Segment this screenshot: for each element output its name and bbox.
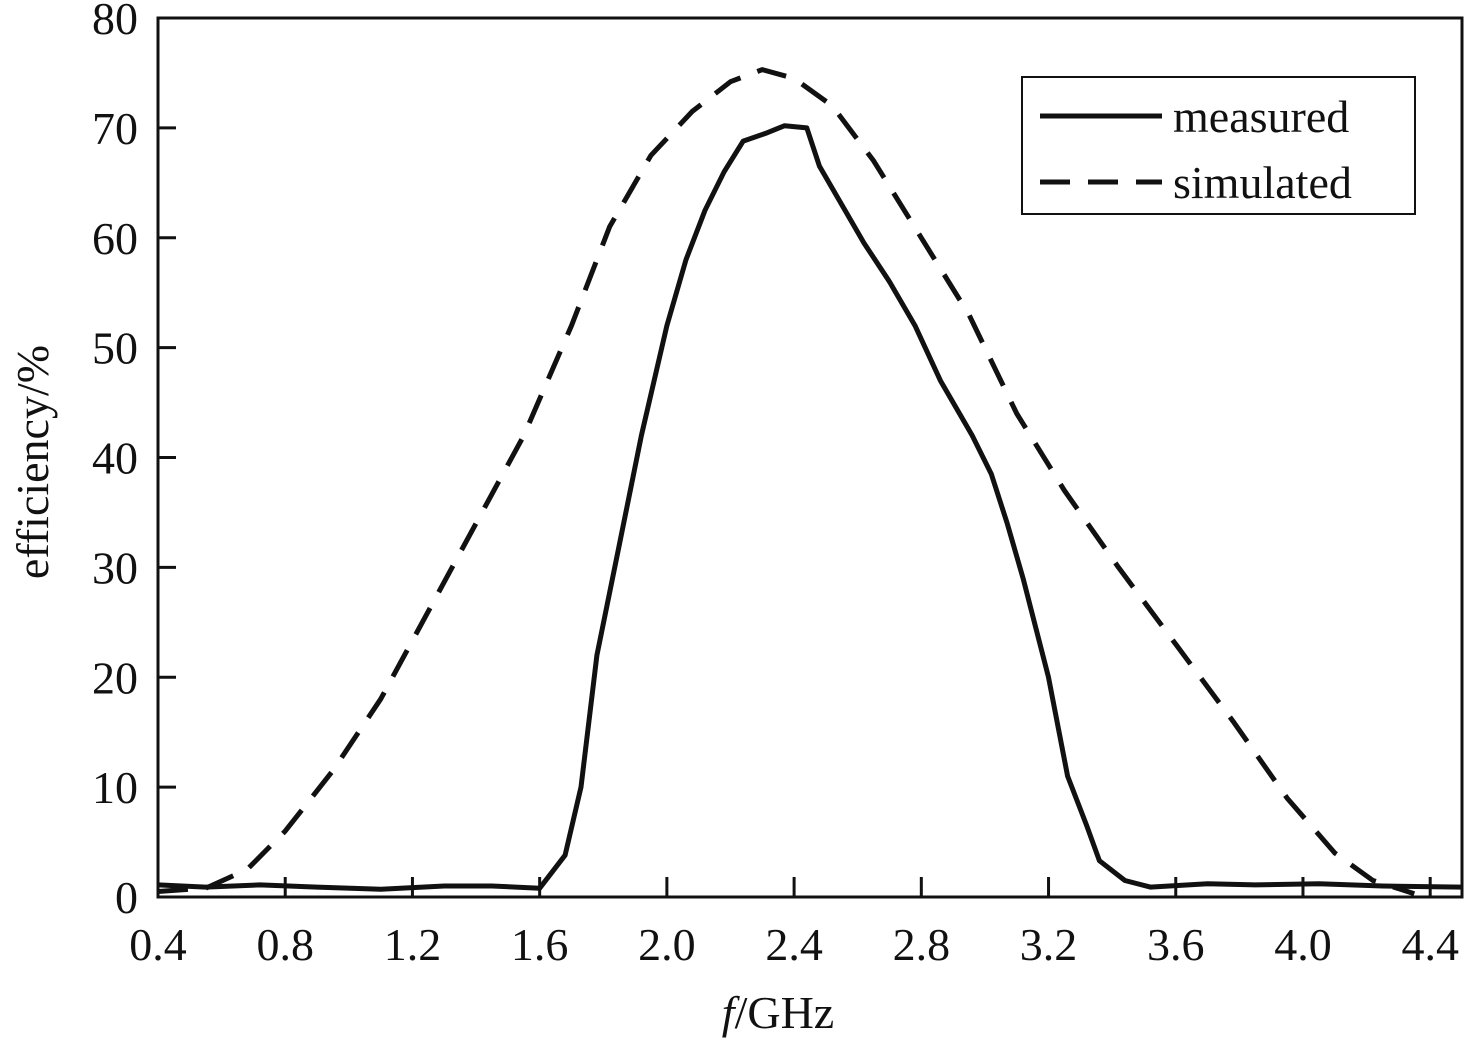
x-tick-label: 0.8	[256, 919, 314, 970]
x-tick-label: 4.4	[1401, 919, 1459, 970]
x-tick-label: 1.2	[384, 919, 442, 970]
x-axis: 0.4 0.8 1.2 1.6 2.0 2.4 2.8 3.2 3.6 4.0 4.4	[129, 877, 1459, 970]
y-axis: 0 10 20 30 40 50 60 70 80	[92, 0, 176, 923]
x-tick-label: 1.6	[511, 919, 569, 970]
y-tick-label: 10	[92, 762, 138, 813]
x-axis-title-unit: /GHz	[735, 987, 835, 1038]
legend-label-measured: measured	[1173, 91, 1349, 142]
series-line-measured	[157, 123, 1463, 892]
legend-label-simulated: simulated	[1173, 157, 1352, 208]
y-tick-label: 30	[92, 542, 138, 593]
x-tick-label: 3.6	[1147, 919, 1205, 970]
y-tick-label: 70	[92, 103, 138, 154]
x-tick-label: 2.8	[893, 919, 951, 970]
x-axis-title: f/GHz	[722, 987, 834, 1038]
x-tick-label: 4.0	[1274, 919, 1332, 970]
y-tick-label: 60	[92, 213, 138, 264]
x-tick-label: 0.4	[129, 919, 187, 970]
y-tick-label: 80	[92, 0, 138, 44]
series-layer	[157, 67, 1463, 897]
y-axis-title: efficiency/%	[7, 345, 58, 579]
y-tick-label: 50	[92, 323, 138, 374]
y-tick-label: 40	[92, 433, 138, 484]
series-line-simulated	[157, 67, 1416, 897]
legend-box	[1021, 76, 1416, 215]
y-tick-label: 0	[115, 872, 138, 923]
x-tick-label: 2.4	[765, 919, 823, 970]
x-tick-label: 2.0	[638, 919, 696, 970]
y-tick-label: 20	[92, 652, 138, 703]
x-tick-label: 3.2	[1020, 919, 1078, 970]
legend: measured simulated	[1021, 76, 1416, 215]
